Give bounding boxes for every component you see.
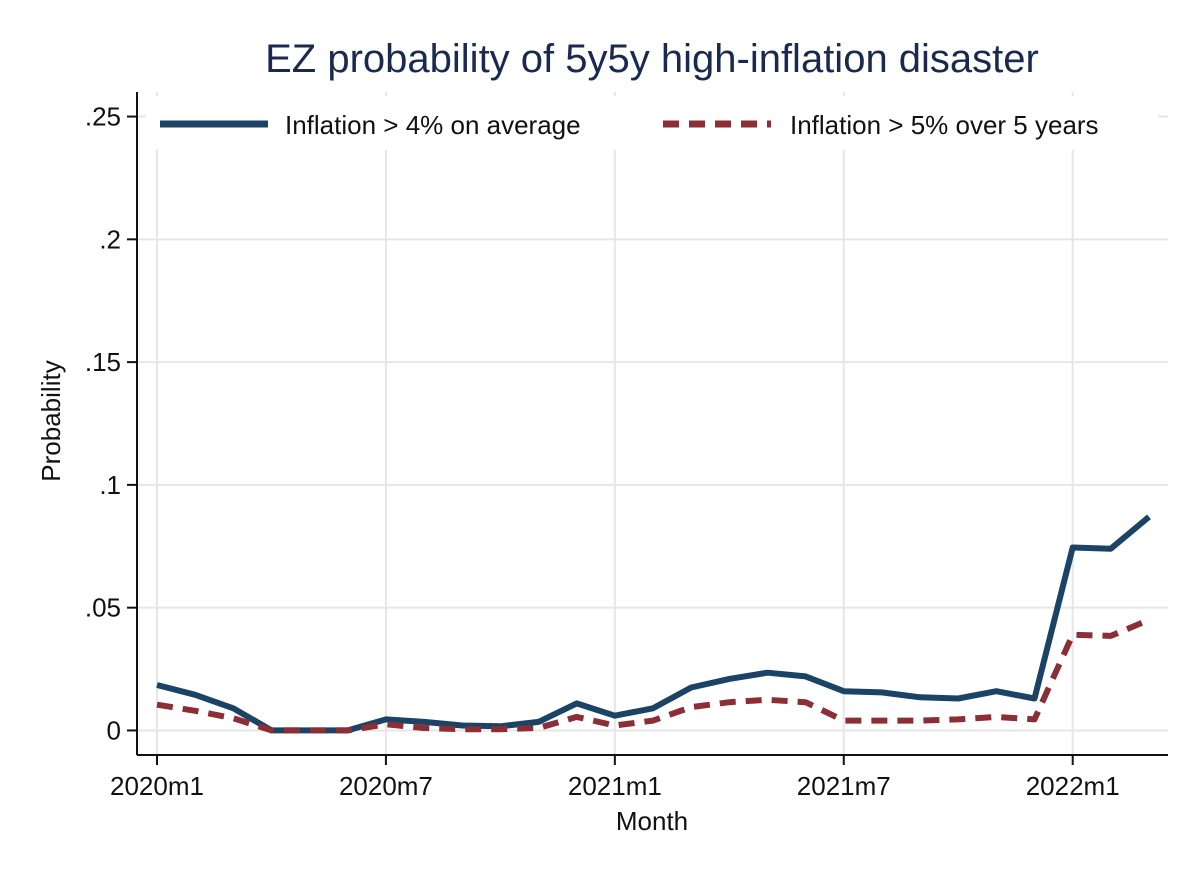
legend-label-1: Inflation > 4% on average (285, 110, 581, 140)
x-tick-label: 2020m7 (339, 771, 433, 801)
x-axis-ticks: 2020m1 2020m7 2021m1 2021m7 2022m1 (110, 755, 1120, 801)
y-tick-label: .1 (99, 470, 121, 500)
y-tick-label: .05 (85, 593, 121, 623)
gridlines (137, 92, 1168, 755)
legend: Inflation > 4% on average Inflation > 5% … (146, 96, 1158, 150)
series-layer (156, 514, 1151, 734)
x-tick-label: 2021m1 (568, 771, 662, 801)
x-axis-title: Month (616, 806, 688, 836)
chart-title: EZ probability of 5y5y high-inflation di… (265, 37, 1039, 81)
axes (136, 92, 1168, 756)
y-axis-ticks: 0 .05 .1 .15 .2 .25 (85, 102, 137, 745)
series-line-2 (156, 617, 1151, 734)
y-axis-title: Probability (36, 360, 66, 481)
x-tick-label: 2022m1 (1026, 771, 1120, 801)
x-tick-label: 2021m7 (797, 771, 891, 801)
y-tick-label: .15 (85, 347, 121, 377)
legend-label-2: Inflation > 5% over 5 years (790, 110, 1099, 140)
y-tick-label: 0 (107, 715, 121, 745)
y-tick-label: .25 (85, 102, 121, 132)
x-tick-label: 2020m1 (110, 771, 204, 801)
legend-box (146, 96, 1158, 150)
y-tick-label: .2 (99, 224, 121, 254)
